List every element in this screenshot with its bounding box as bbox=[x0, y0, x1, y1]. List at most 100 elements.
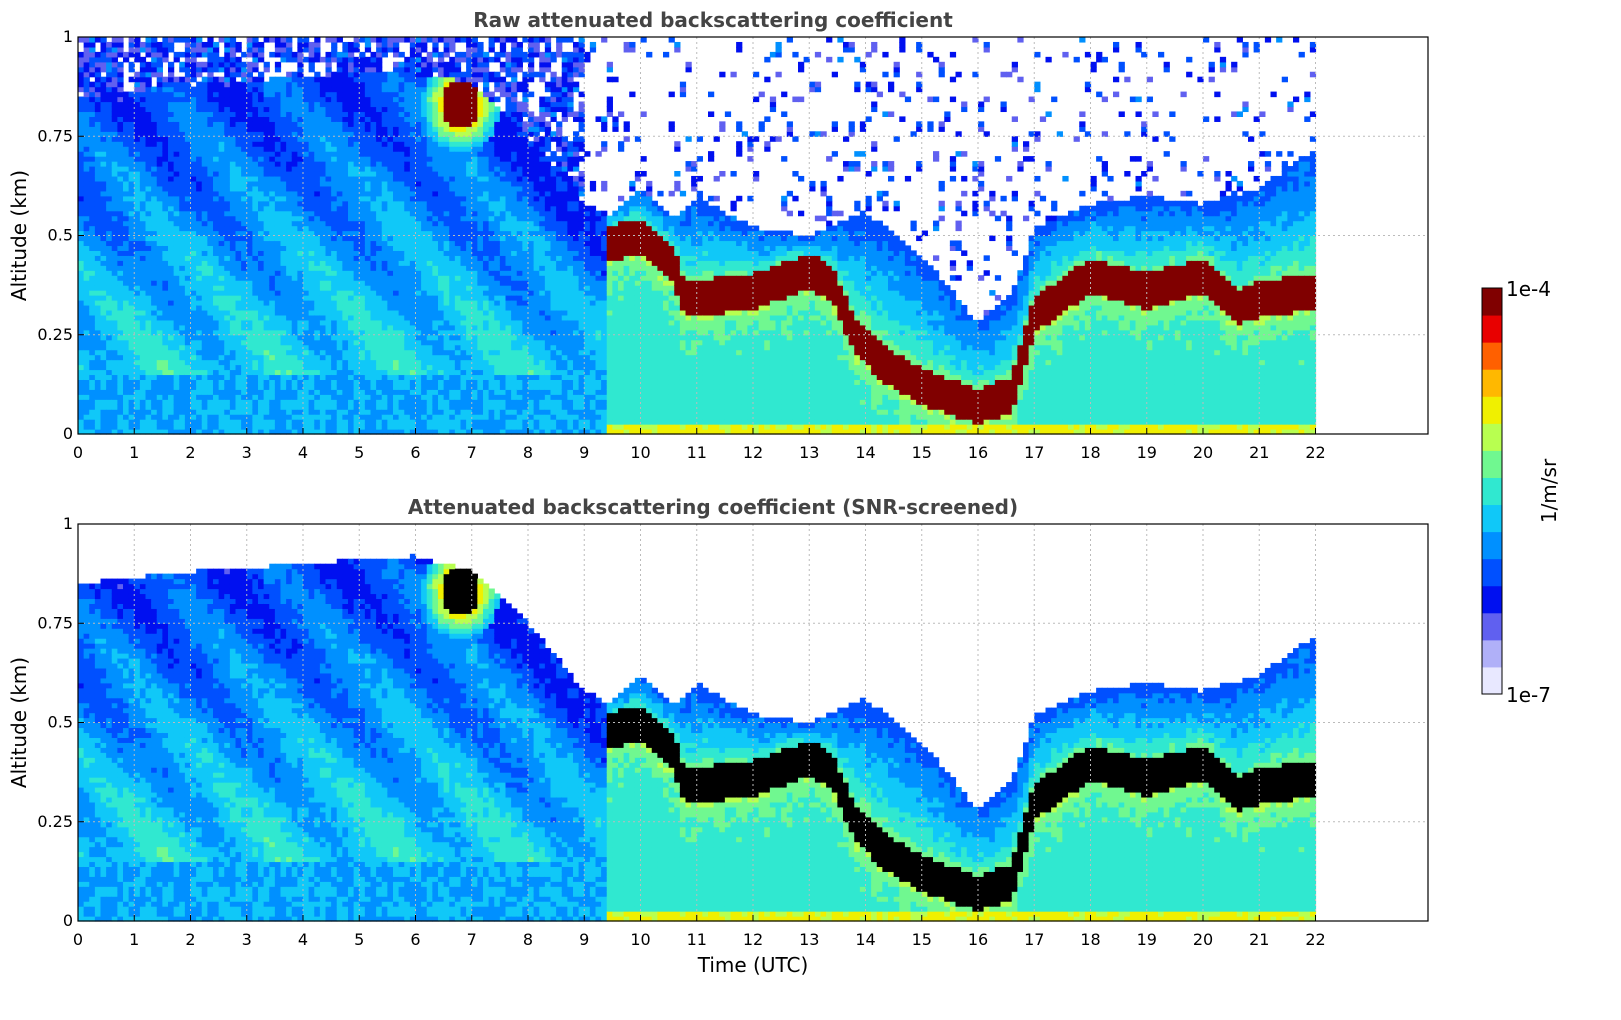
heatmap-cell bbox=[393, 96, 400, 103]
heatmap-cell bbox=[297, 141, 304, 147]
heatmap-cell bbox=[274, 235, 282, 242]
heatmap-cell bbox=[190, 121, 197, 127]
heatmap-cell bbox=[213, 76, 220, 83]
heatmap-cell bbox=[263, 126, 270, 132]
heatmap-cell bbox=[190, 225, 197, 232]
heatmap-cell bbox=[426, 86, 433, 93]
heatmap-cell bbox=[303, 215, 310, 222]
heatmap-cell bbox=[78, 349, 85, 356]
heatmap-cell bbox=[297, 81, 304, 88]
heatmap-cell bbox=[387, 71, 394, 78]
heatmap-cell bbox=[319, 220, 327, 227]
heatmap-cell bbox=[404, 76, 411, 83]
heatmap-cell bbox=[151, 334, 158, 341]
heatmap-cell bbox=[207, 409, 214, 415]
heatmap-cell bbox=[376, 210, 383, 217]
heatmap-cell bbox=[359, 260, 366, 266]
heatmap-cell bbox=[297, 76, 304, 83]
heatmap-cell bbox=[134, 220, 141, 227]
heatmap-cell bbox=[224, 230, 231, 237]
heatmap-cell bbox=[325, 270, 332, 276]
heatmap-cell bbox=[421, 175, 428, 182]
heatmap-cell bbox=[308, 205, 315, 212]
heatmap-cell bbox=[89, 354, 96, 361]
heatmap-cell bbox=[359, 126, 366, 132]
heatmap-cell bbox=[173, 324, 180, 331]
heatmap-cell bbox=[190, 86, 197, 93]
heatmap-cell bbox=[359, 101, 366, 108]
heatmap-cell bbox=[308, 200, 315, 207]
heatmap-cell bbox=[162, 175, 169, 182]
heatmap-cell bbox=[393, 200, 400, 207]
heatmap-cell bbox=[364, 116, 372, 122]
heatmap-cell bbox=[342, 91, 349, 98]
heatmap-cell bbox=[421, 106, 428, 113]
heatmap-cell bbox=[398, 245, 405, 251]
heatmap-cell bbox=[207, 161, 214, 167]
heatmap-cell bbox=[184, 46, 192, 53]
heatmap-cell bbox=[274, 250, 282, 256]
heatmap-cell bbox=[336, 369, 343, 376]
heatmap-cell bbox=[331, 429, 338, 435]
heatmap-cell bbox=[83, 111, 90, 117]
heatmap-cell bbox=[78, 285, 85, 291]
heatmap-cell bbox=[342, 61, 349, 68]
heatmap-cell bbox=[179, 419, 186, 425]
heatmap-cell bbox=[387, 394, 394, 400]
heatmap-cell bbox=[246, 285, 253, 291]
heatmap-cell bbox=[263, 225, 270, 232]
heatmap-cell bbox=[235, 151, 242, 157]
heatmap-cell bbox=[184, 384, 192, 390]
heatmap-cell bbox=[286, 389, 293, 395]
heatmap-cell bbox=[280, 414, 287, 420]
heatmap-cell bbox=[156, 200, 163, 207]
heatmap-cell bbox=[409, 309, 417, 316]
heatmap-cell bbox=[224, 71, 231, 78]
heatmap-cell bbox=[303, 429, 310, 435]
heatmap-cell bbox=[246, 195, 253, 202]
heatmap-cell bbox=[123, 285, 130, 291]
heatmap-cell bbox=[426, 210, 433, 217]
heatmap-cell bbox=[404, 245, 411, 251]
heatmap-cell bbox=[381, 240, 388, 247]
heatmap-cell bbox=[83, 364, 90, 371]
heatmap-cell bbox=[83, 126, 90, 132]
heatmap-cell bbox=[274, 309, 282, 316]
heatmap-cell bbox=[162, 389, 169, 395]
heatmap-cell bbox=[128, 76, 135, 83]
heatmap-cell bbox=[162, 285, 169, 291]
heatmap-cell bbox=[286, 136, 293, 142]
heatmap-cell bbox=[106, 161, 113, 167]
heatmap-cell bbox=[94, 215, 102, 222]
heatmap-cell bbox=[173, 175, 180, 182]
heatmap-cell bbox=[269, 250, 276, 256]
heatmap-cell bbox=[308, 41, 315, 48]
heatmap-cell bbox=[370, 424, 377, 430]
heatmap-cell bbox=[123, 374, 130, 381]
heatmap-cell bbox=[156, 265, 163, 271]
heatmap-cell bbox=[319, 379, 327, 385]
heatmap-cell bbox=[246, 334, 253, 341]
heatmap-cell bbox=[314, 240, 321, 247]
heatmap-cell bbox=[139, 230, 147, 237]
heatmap-cell bbox=[415, 86, 422, 93]
heatmap-cell bbox=[342, 76, 349, 83]
heatmap-cell bbox=[128, 354, 135, 361]
heatmap-cell bbox=[432, 255, 439, 261]
heatmap-cell bbox=[342, 156, 349, 162]
heatmap-cell bbox=[342, 384, 349, 390]
heatmap-cell bbox=[207, 250, 214, 256]
heatmap-cell bbox=[325, 245, 332, 251]
heatmap-cell bbox=[94, 424, 102, 430]
heatmap-cell bbox=[258, 354, 265, 361]
heatmap-cell bbox=[201, 200, 208, 207]
heatmap-cell bbox=[83, 116, 90, 122]
heatmap-cell bbox=[336, 225, 343, 232]
heatmap-cell bbox=[173, 111, 180, 117]
heatmap-cell bbox=[263, 379, 270, 385]
heatmap-cell bbox=[100, 37, 107, 43]
heatmap-cell bbox=[269, 280, 276, 286]
heatmap-cell bbox=[269, 314, 276, 321]
heatmap-cell bbox=[297, 131, 304, 137]
heatmap-cell bbox=[409, 156, 417, 162]
